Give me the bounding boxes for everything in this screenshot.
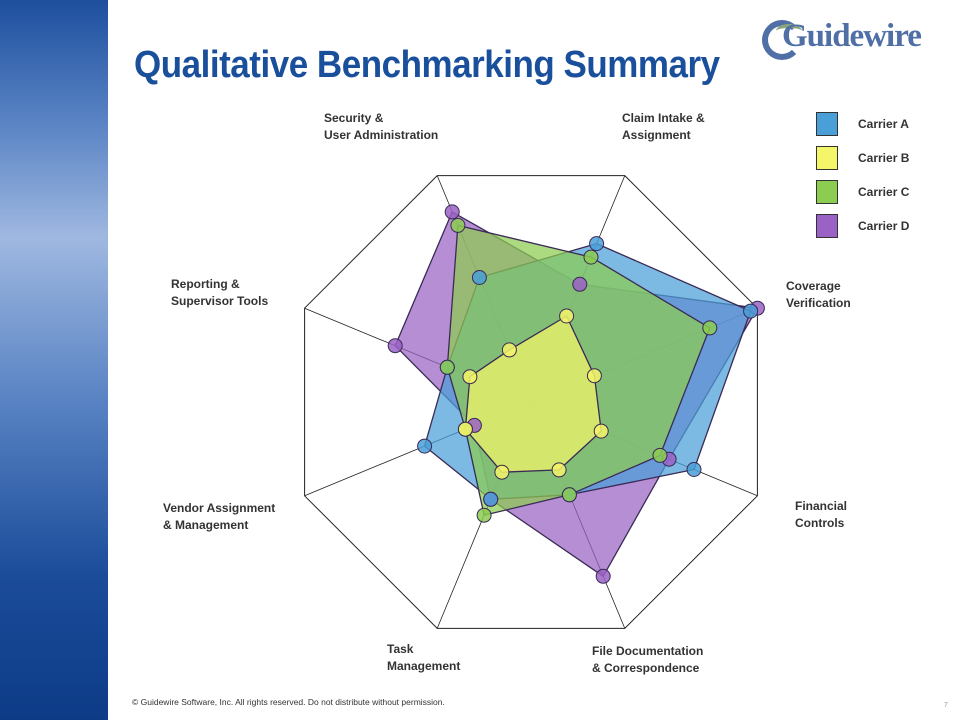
logo-swoosh-icon: [776, 24, 802, 38]
data-point-carrier-c: [561, 487, 577, 503]
data-point-carrier-c: [439, 359, 455, 375]
data-point-carrier-b: [457, 421, 473, 437]
series-layer: [394, 211, 759, 577]
data-point-carrier-c: [583, 249, 599, 265]
data-point-carrier-a: [471, 270, 487, 285]
axis-label: Coverage Verification: [786, 279, 851, 310]
axis-label: Financial Controls: [795, 499, 848, 530]
data-point-carrier-a: [417, 438, 433, 454]
legend-label: Carrier B: [858, 151, 910, 165]
logo-arc-icon: [762, 20, 802, 60]
data-point-carrier-a: [743, 303, 759, 319]
data-point-carrier-d: [572, 276, 588, 292]
data-point-carrier-d: [595, 568, 611, 584]
data-point-carrier-b: [551, 462, 567, 478]
chart-legend: Carrier A Carrier B Carrier C Carrier D: [816, 112, 936, 248]
legend-swatch: [816, 180, 838, 204]
data-point-carrier-b: [462, 369, 478, 385]
data-point-carrier-b: [586, 368, 602, 384]
legend-swatch: [816, 146, 838, 170]
data-point-carrier-c: [450, 217, 466, 233]
legend-item-carrier-a: Carrier A: [816, 112, 936, 146]
legend-item-carrier-c: Carrier C: [816, 180, 936, 214]
legend-label: Carrier C: [858, 185, 910, 199]
legend-swatch: [816, 214, 838, 238]
logo-text: Guidewire: [782, 18, 922, 54]
data-point-carrier-b: [494, 464, 510, 480]
data-point-carrier-b: [501, 342, 517, 358]
data-point-carrier-c: [652, 447, 668, 463]
page-title: Qualitative Benchmarking Summary: [134, 44, 720, 86]
legend-item-carrier-d: Carrier D: [816, 214, 936, 248]
points-layer: [387, 204, 765, 584]
data-point-carrier-c: [476, 507, 492, 523]
page-number: 7: [944, 702, 948, 709]
legend-swatch: [816, 112, 838, 136]
legend-label: Carrier A: [858, 117, 909, 131]
data-point-carrier-a: [589, 236, 605, 252]
data-point-carrier-b: [593, 423, 609, 439]
axis-label: Security & User Administration: [324, 111, 439, 142]
legend-label: Carrier D: [858, 219, 910, 233]
axis-label: File Documentation & Correspondence: [592, 644, 704, 675]
data-point-carrier-d: [387, 338, 403, 354]
data-point-carrier-a: [483, 491, 499, 507]
data-point-carrier-b: [559, 308, 575, 324]
guidewire-logo: Guidewire: [762, 18, 932, 62]
side-band: [0, 0, 108, 720]
legend-item-carrier-b: Carrier B: [816, 146, 936, 180]
data-point-carrier-d: [444, 204, 460, 220]
axis-label: Reporting & Supervisor Tools: [171, 277, 269, 308]
data-point-carrier-a: [686, 462, 702, 477]
data-point-carrier-c: [702, 320, 718, 336]
axis-label: Claim Intake & Assignment: [622, 111, 705, 142]
axis-label: Vendor Assignment & Management: [163, 501, 276, 532]
axis-label: Task Management: [387, 642, 461, 673]
copyright-footer: © Guidewire Software, Inc. All rights re…: [132, 697, 445, 707]
